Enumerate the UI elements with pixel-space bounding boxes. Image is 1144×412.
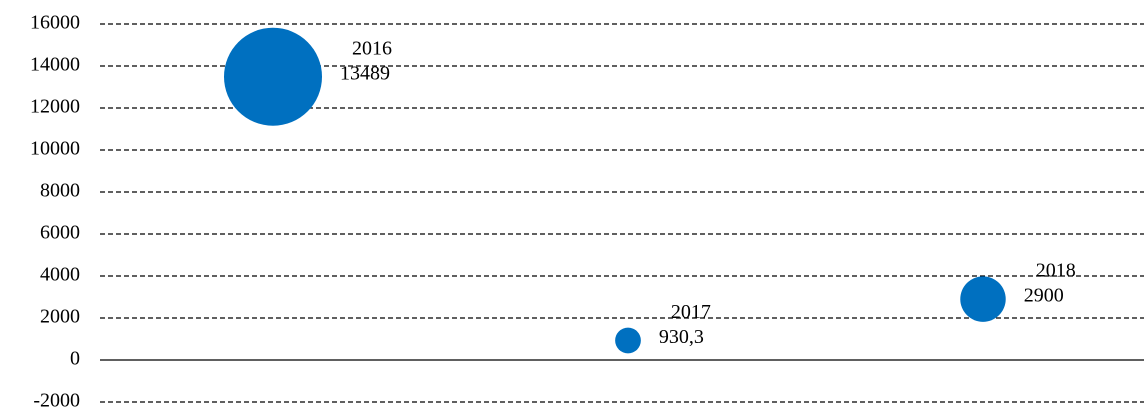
category-label: 2016	[352, 37, 392, 59]
y-tick-label: 16000	[30, 12, 80, 34]
y-tick-label: 14000	[30, 54, 80, 76]
category-label: 2017	[671, 301, 711, 323]
y-tick-label: 6000	[40, 222, 80, 244]
y-tick-label: 2000	[40, 306, 80, 328]
value-label: 2900	[1024, 285, 1064, 307]
y-tick-label: 4000	[40, 264, 80, 286]
value-label: 13489	[340, 62, 390, 84]
category-label: 2018	[1036, 260, 1076, 282]
y-tick-label: 12000	[30, 96, 80, 118]
y-tick-label: 8000	[40, 180, 80, 202]
y-tick-label: 0	[70, 348, 80, 370]
y-tick-label: 10000	[30, 138, 80, 160]
value-label: 930,3	[659, 326, 704, 348]
y-tick-label: -2000	[33, 390, 80, 412]
bubble	[615, 327, 641, 354]
bubble	[960, 276, 1006, 322]
bubble	[224, 27, 322, 126]
